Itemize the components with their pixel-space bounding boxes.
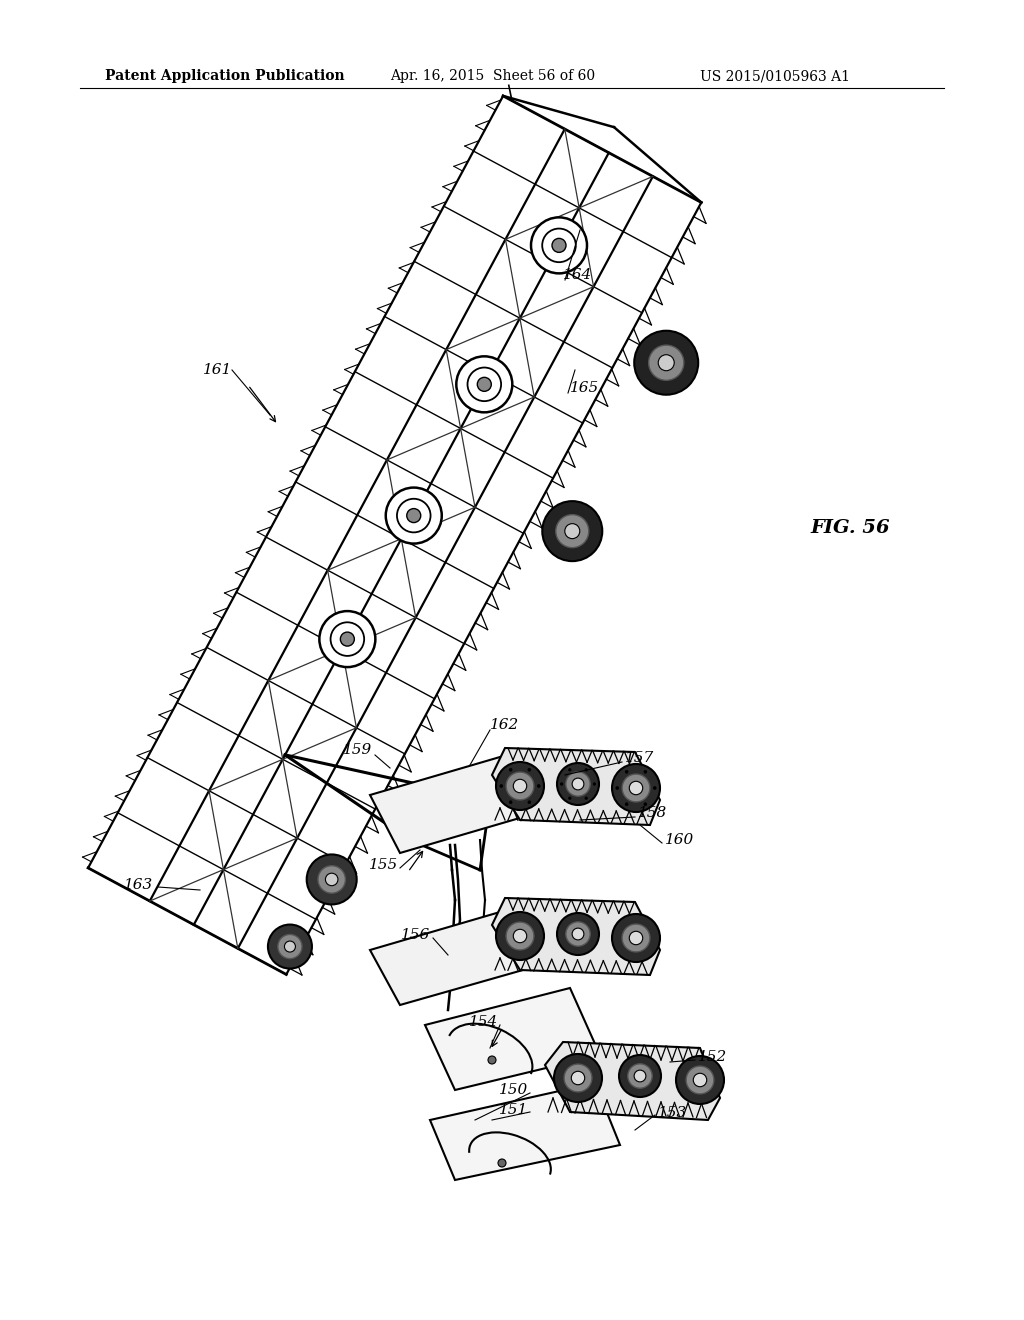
Circle shape (506, 923, 534, 950)
Circle shape (531, 218, 587, 273)
Circle shape (278, 935, 302, 958)
Text: 163: 163 (124, 878, 153, 892)
Text: 152: 152 (698, 1049, 727, 1064)
Circle shape (513, 779, 526, 793)
Text: FIG. 56: FIG. 56 (810, 519, 890, 537)
Circle shape (658, 355, 674, 371)
Text: Apr. 16, 2015  Sheet 56 of 60: Apr. 16, 2015 Sheet 56 of 60 (390, 69, 595, 83)
Circle shape (593, 783, 596, 785)
Circle shape (566, 772, 590, 796)
Circle shape (634, 331, 698, 395)
Polygon shape (430, 1082, 620, 1180)
Circle shape (644, 803, 647, 805)
Circle shape (457, 356, 512, 412)
Circle shape (528, 768, 530, 771)
Circle shape (543, 228, 575, 263)
Text: 158: 158 (638, 807, 668, 820)
Text: 160: 160 (665, 833, 694, 847)
Circle shape (585, 768, 588, 771)
Polygon shape (370, 756, 530, 853)
Circle shape (615, 787, 618, 789)
Circle shape (340, 632, 354, 645)
Circle shape (331, 622, 365, 656)
Circle shape (585, 797, 588, 800)
Circle shape (693, 1073, 707, 1086)
Circle shape (488, 1056, 496, 1064)
Circle shape (626, 771, 628, 774)
Circle shape (628, 1064, 652, 1088)
Circle shape (564, 1064, 592, 1092)
Text: 159: 159 (343, 743, 372, 756)
Circle shape (557, 763, 599, 805)
Circle shape (477, 378, 492, 391)
Circle shape (543, 502, 602, 561)
Circle shape (513, 929, 526, 942)
Circle shape (554, 1053, 602, 1102)
Circle shape (623, 924, 650, 952)
Circle shape (644, 771, 647, 774)
Circle shape (686, 1067, 714, 1094)
Circle shape (326, 874, 338, 886)
Circle shape (500, 784, 503, 788)
Text: 156: 156 (400, 928, 430, 942)
Circle shape (528, 801, 530, 804)
Text: 165: 165 (570, 381, 599, 395)
Text: Patent Application Publication: Patent Application Publication (105, 69, 345, 83)
Circle shape (397, 499, 430, 532)
Circle shape (630, 781, 643, 795)
Text: US 2015/0105963 A1: US 2015/0105963 A1 (700, 69, 850, 83)
Circle shape (506, 772, 534, 800)
Circle shape (612, 913, 660, 962)
Circle shape (496, 912, 544, 960)
Circle shape (630, 932, 643, 945)
Text: 161: 161 (203, 363, 232, 378)
Circle shape (317, 866, 345, 894)
Circle shape (568, 797, 571, 800)
Text: 162: 162 (490, 718, 519, 733)
Polygon shape (370, 912, 530, 1005)
Text: 157: 157 (625, 751, 654, 766)
Circle shape (618, 1055, 662, 1097)
Circle shape (285, 941, 296, 952)
Circle shape (568, 768, 571, 771)
Circle shape (386, 487, 441, 544)
Circle shape (572, 928, 584, 940)
Circle shape (557, 913, 599, 954)
Circle shape (468, 367, 501, 401)
Circle shape (626, 803, 628, 805)
Circle shape (407, 508, 421, 523)
Text: 151: 151 (499, 1104, 528, 1117)
Circle shape (268, 924, 312, 969)
Circle shape (571, 1072, 585, 1085)
Circle shape (319, 611, 376, 667)
Polygon shape (492, 748, 660, 825)
Circle shape (565, 524, 580, 539)
Text: 153: 153 (658, 1106, 687, 1119)
Circle shape (498, 1159, 506, 1167)
Circle shape (676, 1056, 724, 1104)
Circle shape (509, 768, 512, 771)
Text: 155: 155 (369, 858, 398, 873)
Polygon shape (492, 898, 660, 975)
Circle shape (560, 783, 563, 785)
Polygon shape (425, 987, 600, 1090)
Circle shape (496, 762, 544, 810)
Circle shape (612, 764, 660, 812)
Text: 154: 154 (469, 1015, 498, 1030)
Circle shape (556, 515, 589, 548)
Circle shape (648, 345, 684, 380)
Circle shape (634, 1071, 646, 1082)
Circle shape (552, 239, 566, 252)
Circle shape (566, 921, 590, 946)
Text: 164: 164 (563, 268, 592, 282)
Circle shape (538, 784, 541, 788)
Circle shape (623, 774, 650, 803)
Polygon shape (545, 1041, 720, 1119)
Circle shape (653, 787, 656, 789)
Circle shape (307, 854, 356, 904)
Circle shape (572, 777, 584, 789)
Circle shape (509, 801, 512, 804)
Text: 150: 150 (499, 1082, 528, 1097)
